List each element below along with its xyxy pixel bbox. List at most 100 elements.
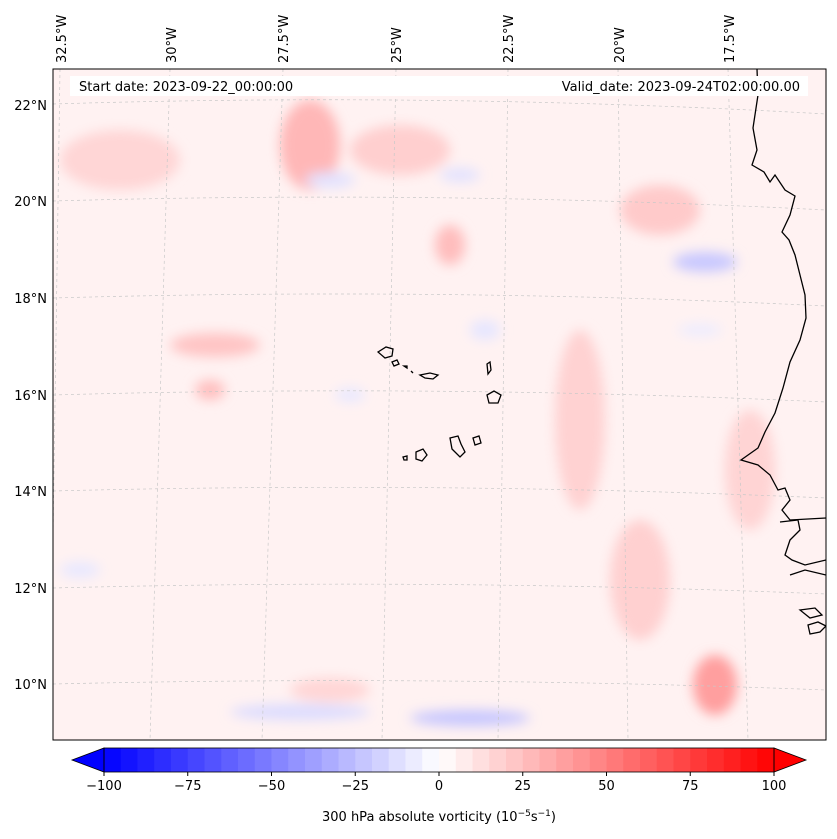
colorbar-segment (221, 748, 239, 772)
colorbar-segment (489, 748, 507, 772)
colorbar-tick-label: 75 (682, 779, 699, 794)
meridian-25w (381, 69, 397, 740)
parallel-12n (53, 583, 826, 595)
colorbar-tick-label: −50 (258, 779, 285, 794)
map-panel (53, 69, 826, 740)
colorbar-segment (187, 748, 205, 772)
parallel-20n (53, 196, 826, 211)
colorbar-tick-label: −25 (342, 779, 369, 794)
longitude-labels: 32.5°W 30°W 27.5°W 25°W 22.5°W 20°W 17.5… (55, 15, 738, 63)
positive-vorticity-patch (170, 333, 260, 357)
colorbar-tick-label: −75 (174, 779, 201, 794)
colorbar-segment (321, 748, 339, 772)
parallel-14n (53, 486, 826, 499)
negative-vorticity-patch (335, 388, 365, 402)
parallel-10n (53, 680, 826, 691)
island-santa-luzia (401, 365, 408, 370)
colorbar-segments (104, 748, 775, 772)
colorbar-tick-label: 25 (514, 779, 531, 794)
negative-vorticity-patch (410, 710, 530, 726)
parallel-18n (53, 293, 826, 307)
meridian-17-5w (727, 69, 749, 740)
lon-label: 27.5°W (277, 15, 292, 63)
colorbar-segment (372, 748, 390, 772)
positive-vorticity-patch (693, 655, 737, 715)
colorbar-segment (137, 748, 155, 772)
colorbar-segment (288, 748, 306, 772)
meridian-20w (617, 69, 629, 740)
colorbar-segment (355, 748, 373, 772)
colorbar-segment (589, 748, 607, 772)
colorbar-segment (388, 748, 406, 772)
lon-label: 32.5°W (55, 15, 70, 63)
colorbar-segment (254, 748, 272, 772)
colorbar-segment (707, 748, 725, 772)
lon-label: 30°W (165, 27, 180, 63)
island-sal (486, 360, 492, 376)
island-brava (402, 455, 408, 461)
colorbar-extend-min (70, 747, 105, 773)
meridian-27-5w (261, 69, 284, 740)
negative-vorticity-patch (230, 704, 370, 720)
positive-vorticity-patch (610, 520, 670, 640)
colorbar-segment (305, 748, 323, 772)
lat-label: 18°N (14, 292, 47, 307)
colorbar-segment (673, 748, 691, 772)
colorbar-tick-label: 50 (598, 779, 615, 794)
colorbar-segment (606, 748, 624, 772)
negative-vorticity-patch (673, 252, 737, 272)
island-santiago (449, 435, 466, 458)
island-boa-vista (486, 390, 502, 404)
positive-vorticity-patch (555, 330, 605, 510)
lat-label: 12°N (14, 582, 47, 597)
island-sao-nicolau (418, 372, 440, 380)
negative-vorticity-patch (440, 168, 480, 182)
positive-vorticity-patch (725, 410, 775, 530)
colorbar-segment (422, 748, 440, 772)
colorbar-segment (154, 748, 172, 772)
colorbar-segment (556, 748, 574, 772)
negative-vorticity-patch (678, 324, 722, 336)
graticule (53, 69, 826, 740)
meridian-22-5w (497, 69, 509, 740)
positive-vorticity-patch (350, 125, 450, 175)
island-islets (410, 370, 414, 374)
positive-vorticity-patch (280, 100, 340, 190)
negative-vorticity-patch (305, 172, 355, 188)
lat-label: 22°N (14, 99, 47, 114)
lon-label: 17.5°W (723, 15, 738, 63)
colorbar: −100 −75 −50 −25 0 25 50 75 100 300 hPa absolute… (70, 747, 808, 825)
colorbar-segment (171, 748, 189, 772)
island-sao-vicente (391, 359, 400, 367)
colorbar-segment (573, 748, 591, 772)
positive-vorticity-patch (60, 130, 180, 190)
african-coastline (739, 69, 826, 635)
colorbar-segment (405, 748, 423, 772)
colorbar-segment (238, 748, 256, 772)
colorbar-segment (104, 748, 122, 772)
colorbar-segment (439, 748, 457, 772)
colorbar-tick-label: 0 (435, 779, 443, 794)
colorbar-segment (656, 748, 674, 772)
lat-label: 16°N (14, 389, 47, 404)
colorbar-tick-label: 100 (762, 779, 787, 794)
info-box (70, 76, 808, 96)
colorbar-segment (271, 748, 289, 772)
positive-vorticity-patch (435, 225, 465, 265)
positive-vorticity-patch (195, 380, 225, 400)
map-frame (52, 68, 827, 741)
colorbar-segment (690, 748, 708, 772)
positive-vorticity-patch (620, 185, 700, 235)
cape-verde-islands (376, 346, 502, 462)
island-santo-antao (376, 346, 394, 359)
colorbar-segment (338, 748, 356, 772)
positive-vorticity-patch (290, 678, 370, 702)
map-background (53, 69, 826, 740)
lat-label: 20°N (14, 195, 47, 210)
colorbar-segment (472, 748, 490, 772)
colorbar-segment (740, 748, 758, 772)
colorbar-segment (120, 748, 138, 772)
colorbar-tick-label: −100 (86, 779, 122, 794)
parallel-16n (53, 390, 826, 403)
